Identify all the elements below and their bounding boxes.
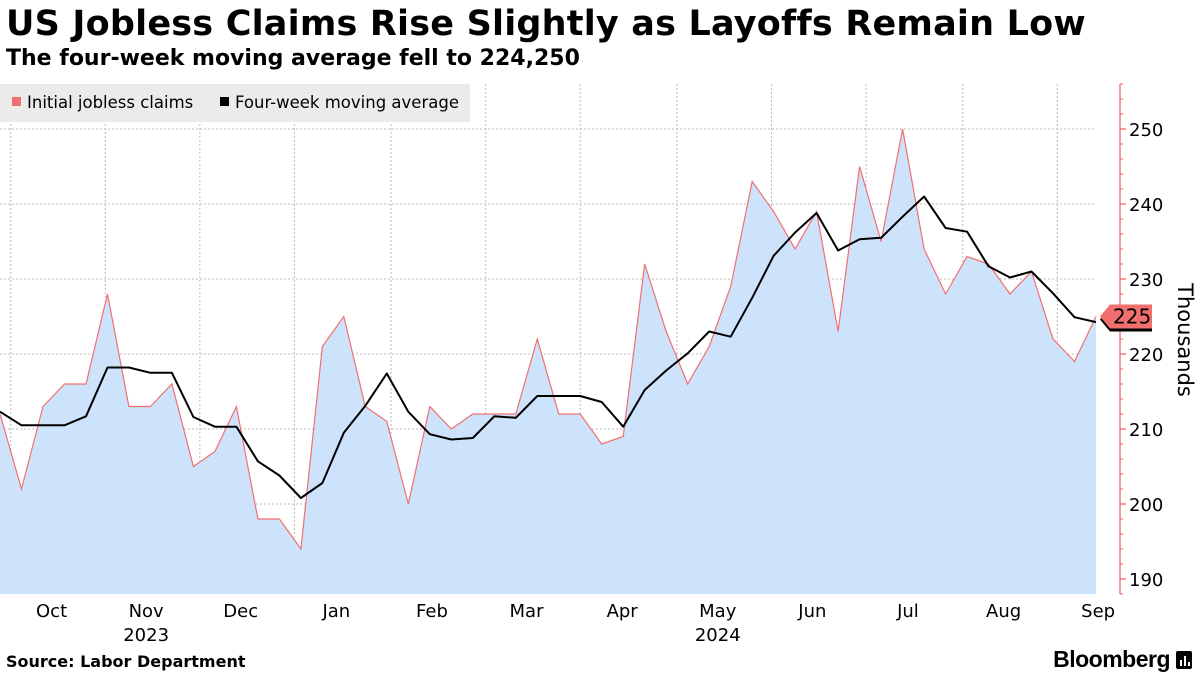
- last-value-label: 225: [1113, 305, 1151, 329]
- y-tick-label-220: 220: [1129, 345, 1163, 366]
- legend-swatch-moving-average: [220, 97, 229, 106]
- moving-average-line: [0, 195, 1097, 499]
- x-tick-label-mar: Mar: [510, 601, 545, 622]
- last-value-badge-shape: [1100, 304, 1152, 329]
- last-value-badge: 225: [1100, 304, 1152, 332]
- chart-subtitle: The four-week moving average fell to 224…: [6, 46, 580, 71]
- y-tick-label-190: 190: [1129, 570, 1163, 591]
- legend-label-initial-claims: Initial jobless claims: [27, 93, 193, 112]
- x-tick-label-may: May: [699, 601, 737, 622]
- x-tick-label-jun: Jun: [797, 601, 826, 622]
- x-tick-label-jan: Jan: [321, 601, 350, 622]
- legend: Initial jobless claims Four-week moving …: [0, 84, 470, 122]
- initial-claims-line: [0, 128, 1097, 551]
- x-tick-label-sep: Sep: [1081, 601, 1115, 622]
- x-tick-label-oct: Oct: [36, 601, 67, 622]
- x-year-label-2023: 2023: [123, 625, 169, 646]
- chart-title: US Jobless Claims Rise Slightly as Layof…: [6, 4, 1086, 44]
- initial-claims-area: [0, 129, 1096, 594]
- y-tick-label-210: 210: [1129, 420, 1163, 441]
- x-tick-label-apr: Apr: [607, 601, 639, 622]
- x-tick-label-aug: Aug: [986, 601, 1021, 622]
- legend-label-moving-average: Four-week moving average: [235, 93, 459, 112]
- brand-name: Bloomberg: [1053, 646, 1170, 672]
- source-note: Source: Labor Department: [6, 652, 246, 671]
- x-tick-label-dec: Dec: [223, 601, 258, 622]
- x-tick-label-nov: Nov: [129, 601, 164, 622]
- bloomberg-terminal-icon: [1176, 650, 1192, 669]
- y-tick-label-200: 200: [1129, 495, 1163, 516]
- y-axis-title: Thousands: [1173, 282, 1197, 397]
- y-tick-label-250: 250: [1129, 120, 1163, 141]
- y-tick-label-230: 230: [1129, 270, 1163, 291]
- y-axis: 190 200 210 220 230 240 250: [1119, 83, 1163, 595]
- x-year-label-2024: 2024: [695, 625, 741, 646]
- legend-swatch-initial-claims: [12, 97, 21, 106]
- x-tick-label-feb: Feb: [416, 601, 448, 622]
- y-tick-label-240: 240: [1129, 195, 1163, 216]
- x-axis: Oct Nov Dec Jan Feb Mar Apr May Jun Jul Aug Sep 2023…: [36, 601, 1115, 646]
- bloomberg-logo: Bloomberg: [1053, 646, 1192, 673]
- x-tick-label-jul: Jul: [896, 601, 919, 622]
